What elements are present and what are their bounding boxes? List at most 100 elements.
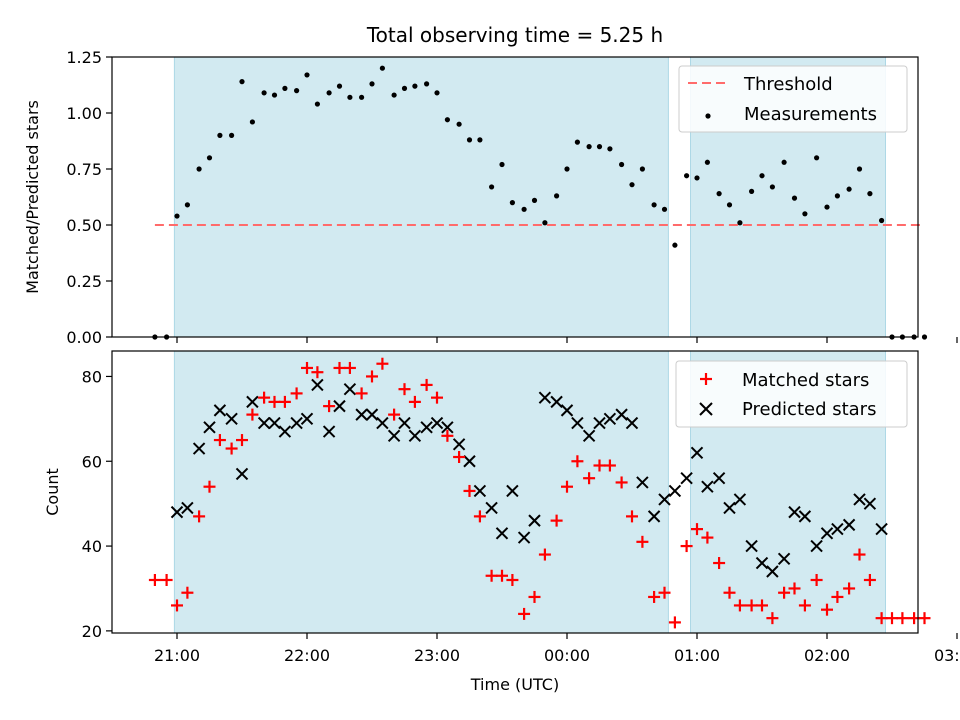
matched-star-point <box>583 472 596 485</box>
measurement-point <box>834 193 841 199</box>
predicted-stroke <box>203 421 216 434</box>
matched-star-point <box>268 395 281 408</box>
measurement-point <box>802 211 808 217</box>
matched-star-point <box>193 510 206 523</box>
top-y-tick-label: 0.75 <box>66 160 102 179</box>
predicted-stroke <box>333 399 346 413</box>
measurement-point <box>489 184 495 190</box>
measurement-point <box>509 200 515 206</box>
predicted-star-point <box>506 484 519 498</box>
predicted-star-point <box>625 416 639 430</box>
measurement-point <box>629 182 635 188</box>
measurement-point <box>314 101 320 107</box>
x-tick-label: 00:00 <box>544 646 590 665</box>
predicted-star-point <box>343 382 357 396</box>
predicted-stroke <box>603 412 617 426</box>
predicted-stroke <box>733 493 747 506</box>
predicted-stroke <box>615 408 628 421</box>
predicted-stroke <box>863 497 877 510</box>
matched-star-point <box>506 573 519 586</box>
predicted-stroke <box>257 416 271 430</box>
predicted-star-point <box>355 408 368 421</box>
predicted-star-point <box>701 480 714 493</box>
bottom-y-tick-label: 60 <box>82 452 102 471</box>
predicted-stroke <box>246 395 259 409</box>
predicted-star-point <box>766 565 779 578</box>
predicted-stroke <box>701 480 714 493</box>
predicted-stroke <box>290 416 303 430</box>
predicted-stroke <box>712 472 726 485</box>
predicted-star-point <box>788 505 801 519</box>
legend-predicted-label: Predicted stars <box>742 399 876 420</box>
predicted-stroke <box>842 518 856 532</box>
predicted-star-point <box>690 446 704 459</box>
measurement-point <box>694 175 700 181</box>
matched-star-point <box>810 573 823 586</box>
measurement-point <box>206 155 213 161</box>
predicted-stroke <box>560 404 574 417</box>
measurement-point <box>456 121 462 127</box>
predicted-star-point <box>376 416 389 430</box>
predicted-stroke <box>820 527 834 540</box>
measurement-point <box>359 94 365 100</box>
predicted-star-point <box>712 472 726 485</box>
predicted-stroke <box>582 429 596 443</box>
measurement-point <box>271 92 278 98</box>
predicted-star-point <box>658 493 671 506</box>
matched-star-point <box>723 586 736 599</box>
predicted-star-point <box>441 421 454 434</box>
top-x-ticks <box>176 337 958 343</box>
legend-matched-label: Matched stars <box>742 370 869 391</box>
bottom-axes-frame <box>111 350 919 634</box>
measurement-point <box>184 202 190 208</box>
x-tick-label: 22:00 <box>284 646 330 665</box>
matched-star-point <box>626 510 638 523</box>
predicted-stroke <box>766 565 779 578</box>
measurement-point <box>607 146 613 152</box>
matched-star-point <box>376 357 389 370</box>
legend-matched-swatch <box>700 373 712 385</box>
measurement-point <box>564 166 570 172</box>
predicted-stroke <box>452 438 466 451</box>
count-points <box>148 357 931 629</box>
matched-star-point <box>453 451 466 464</box>
top-y-tick-label: 0.50 <box>66 216 102 235</box>
predicted-star-point <box>538 391 552 404</box>
predicted-star-point <box>798 510 812 523</box>
measurement-point <box>619 161 625 168</box>
measurement-point <box>239 79 245 85</box>
bottom-legend-box <box>675 360 908 428</box>
predicted-star-point <box>495 527 509 540</box>
measurement-point <box>531 197 538 203</box>
predicted-star-point <box>863 497 877 510</box>
predicted-stroke <box>268 416 281 430</box>
predicted-stroke <box>170 505 184 519</box>
predicted-stroke <box>278 425 292 438</box>
measurement-point <box>554 193 560 199</box>
predicted-stroke <box>723 501 736 515</box>
measurement-point <box>661 206 668 212</box>
chart-title: Total observing time = 5.25 h <box>366 23 663 47</box>
bottom-y-tick-label: 20 <box>82 622 102 641</box>
matched-star-point <box>355 387 368 400</box>
measurement-point <box>282 85 288 91</box>
matched-star-point <box>550 514 563 527</box>
predicted-star-point <box>723 501 736 515</box>
top-shade-region <box>173 56 669 338</box>
measurement-point <box>781 159 787 165</box>
predicted-stroke <box>593 416 606 430</box>
bottom-shade-region <box>173 350 669 634</box>
bottom-y-ticks: 20 40 60 80 <box>82 367 112 641</box>
predicted-stroke <box>365 408 379 421</box>
matched-star-point <box>561 480 573 493</box>
bottom-panel: 20 40 60 80 21:00 22:00 23:00 00:00 01:00 02:00 0… <box>43 350 960 694</box>
matched-star-point <box>301 361 313 374</box>
measurement-point <box>391 92 397 98</box>
predicted-star-point <box>473 484 487 498</box>
measurement-point <box>174 213 180 219</box>
top-y-ticks: 0.00 0.25 0.50 0.75 1.00 1.25 <box>66 48 112 347</box>
measurement-point <box>261 90 267 96</box>
predicted-star-point <box>853 493 866 506</box>
legend-predicted-swatch <box>699 402 713 416</box>
